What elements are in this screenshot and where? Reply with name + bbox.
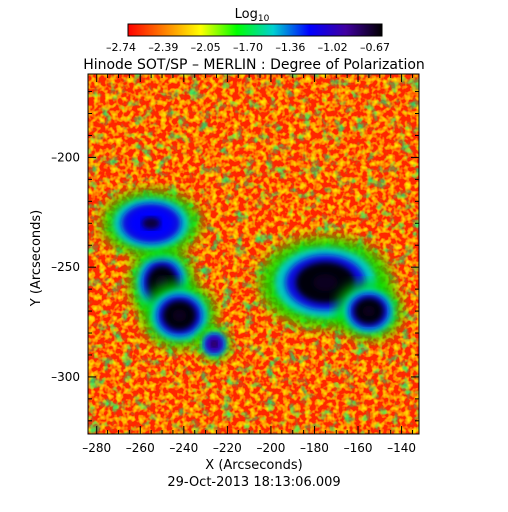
colorbar-label-subscript: 10 bbox=[258, 14, 270, 24]
heatmap-image bbox=[88, 74, 419, 434]
feature-sunspot-left-lower bbox=[142, 282, 217, 349]
colorbar-tick-label: –1.36 bbox=[275, 41, 305, 54]
feature-plage-upper-left bbox=[101, 189, 201, 257]
colorbar-label-text: Log bbox=[235, 7, 258, 22]
x-tick-label: –280 bbox=[82, 441, 111, 455]
colorbar-tick-label: –2.39 bbox=[148, 41, 178, 54]
x-tick-label: –140 bbox=[387, 441, 416, 455]
y-axis-ticks: –300 –250 –200 bbox=[51, 91, 419, 422]
feature-umbra bbox=[362, 305, 376, 317]
feature-umbra bbox=[211, 340, 218, 348]
feature-umbra bbox=[142, 217, 161, 230]
x-tick-label: –200 bbox=[256, 441, 285, 455]
x-tick-label: –220 bbox=[213, 441, 242, 455]
colorbar-tick-label: –2.05 bbox=[191, 41, 221, 54]
colorbar-label: Log10 bbox=[235, 7, 270, 24]
colorbar-tick-label: –1.02 bbox=[318, 41, 348, 54]
x-tick-label: –240 bbox=[169, 441, 198, 455]
feature-umbra bbox=[313, 274, 338, 291]
x-tick-label: –260 bbox=[126, 441, 155, 455]
y-tick-label: –200 bbox=[51, 150, 80, 164]
plot-frame bbox=[87, 73, 420, 435]
timestamp-label: 29-Oct-2013 18:13:06.009 bbox=[167, 475, 340, 490]
feature-plage-small-left bbox=[197, 327, 231, 361]
x-tick-label: –160 bbox=[344, 441, 373, 455]
heatmap-features bbox=[101, 189, 403, 361]
feature-umbra bbox=[172, 309, 187, 322]
colorbar-tick-label: –0.67 bbox=[360, 41, 390, 54]
x-tick-label: –180 bbox=[300, 441, 329, 455]
colorbar bbox=[127, 23, 383, 37]
chart-title: Hinode SOT/SP – MERLIN : Degree of Polar… bbox=[83, 57, 425, 73]
colorbar-tick-label: –2.74 bbox=[106, 41, 136, 54]
y-axis-label: Y (Arcseconds) bbox=[29, 210, 44, 307]
y-tick-label: –300 bbox=[51, 370, 80, 384]
y-tick-label: –250 bbox=[51, 260, 80, 274]
feature-sunspot-right-lower bbox=[335, 281, 403, 341]
colorbar-tick-labels: –2.74 –2.39 –2.05 –1.70 –1.36 –1.02 –0.67 bbox=[106, 41, 390, 54]
x-axis-ticks: –280 –260 –240 –220 –200 –180 –160 –140 bbox=[82, 74, 416, 455]
x-axis-label: X (Arcseconds) bbox=[205, 458, 302, 473]
colorbar-tick-label: –1.70 bbox=[233, 41, 263, 54]
